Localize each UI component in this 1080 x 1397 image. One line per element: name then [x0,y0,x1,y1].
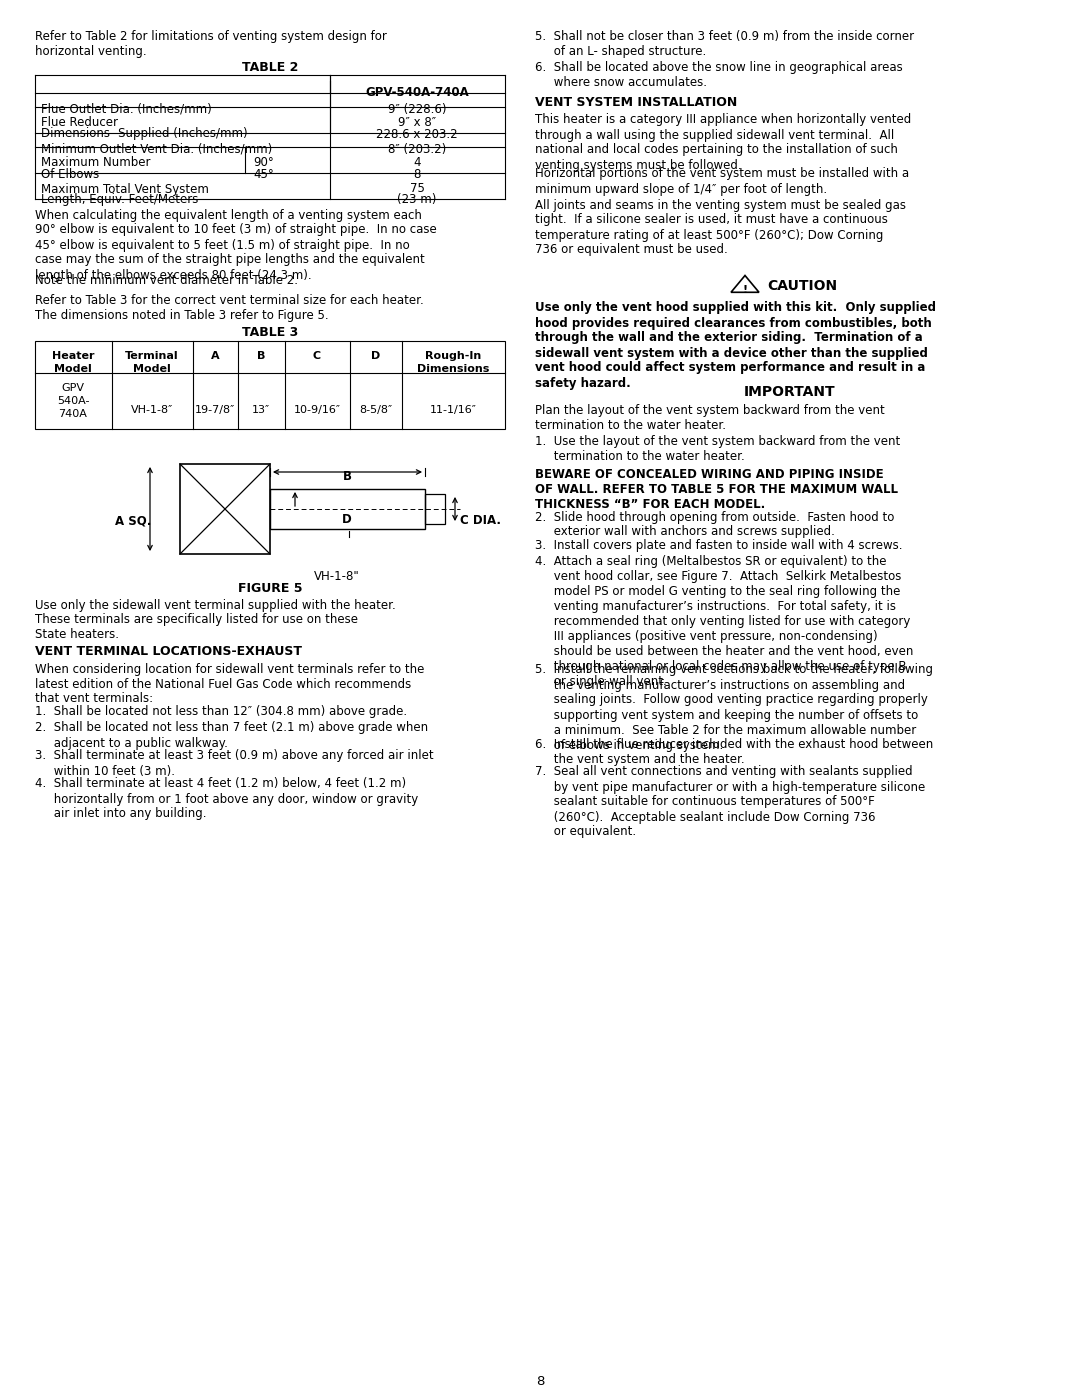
Text: GPV-540A-740A: GPV-540A-740A [365,87,469,99]
Text: Plan the layout of the vent system backward from the vent
termination to the wat: Plan the layout of the vent system backw… [535,404,885,432]
Text: Rough-In: Rough-In [424,351,481,360]
Text: Maximum Total Vent System: Maximum Total Vent System [41,183,208,196]
Text: Flue Outlet Dia. (Inches/mm): Flue Outlet Dia. (Inches/mm) [41,102,212,116]
Text: 75: 75 [409,183,424,196]
Text: Dimensions -Supplied (Inches/mm): Dimensions -Supplied (Inches/mm) [41,127,247,141]
Text: 1.  Shall be located not less than 12″ (304.8 mm) above grade.: 1. Shall be located not less than 12″ (3… [35,705,407,718]
Text: 5.  Install the remaining vent sections back to the heater, following
     the v: 5. Install the remaining vent sections b… [535,664,933,752]
Text: This heater is a category III appliance when horizontally vented
through a wall : This heater is a category III appliance … [535,113,912,172]
Bar [180,464,270,555]
Text: VENT TERMINAL LOCATIONS-EXHAUST: VENT TERMINAL LOCATIONS-EXHAUST [35,645,302,658]
Text: 3.  Install covers plate and fasten to inside wall with 4 screws.: 3. Install covers plate and fasten to in… [535,538,903,552]
Text: 540A-: 540A- [57,395,90,407]
Text: 4.  Attach a seal ring (Meltalbestos SR or equivalent) to the
     vent hood col: 4. Attach a seal ring (Meltalbestos SR o… [535,555,914,687]
Text: Model: Model [133,365,171,374]
Text: 8-5/8″: 8-5/8″ [360,405,392,415]
Text: FIGURE 5: FIGURE 5 [238,583,302,595]
Text: A SQ.: A SQ. [114,514,151,527]
Bar [35,341,505,429]
Text: 3.  Shall terminate at least 3 feet (0.9 m) above any forced air inlet
     with: 3. Shall terminate at least 3 feet (0.9 … [35,750,434,778]
Text: Dimensions: Dimensions [417,365,489,374]
Text: Flue Reducer: Flue Reducer [41,116,118,130]
Text: B: B [257,351,266,360]
Text: 13″: 13″ [252,405,270,415]
Text: Minimum Outlet Vent Dia. (Inches/mm): Minimum Outlet Vent Dia. (Inches/mm) [41,142,272,155]
Text: 2.  Slide hood through opening from outside.  Fasten hood to
     exterior wall : 2. Slide hood through opening from outsi… [535,510,894,538]
Text: (23 m): (23 m) [397,194,436,207]
Bar [426,495,445,524]
Text: Heater: Heater [52,351,94,360]
Text: C DIA.: C DIA. [460,514,501,527]
Text: 9″ (228.6): 9″ (228.6) [388,102,446,116]
Text: BEWARE OF CONCEALED WIRING AND PIPING INSIDE
OF WALL. REFER TO TABLE 5 FOR THE M: BEWARE OF CONCEALED WIRING AND PIPING IN… [535,468,897,511]
Text: D: D [372,351,380,360]
Text: 9″ x 8″: 9″ x 8″ [397,116,436,130]
Text: 90°: 90° [253,156,273,169]
Text: GPV: GPV [62,383,84,393]
Text: 740A: 740A [58,409,87,419]
Text: Model: Model [54,365,92,374]
Text: C: C [313,351,321,360]
Text: 7.  Seal all vent connections and venting with sealants supplied
     by vent pi: 7. Seal all vent connections and venting… [535,766,926,838]
Text: 4.  Shall terminate at least 4 feet (1.2 m) below, 4 feet (1.2 m)
     horizonta: 4. Shall terminate at least 4 feet (1.2 … [35,778,418,820]
Text: 2.  Shall be located not less than 7 feet (2.1 m) above grade when
     adjacent: 2. Shall be located not less than 7 feet… [35,721,428,750]
Text: Note the minimum vent diameter in Table 2.: Note the minimum vent diameter in Table … [35,274,298,286]
Text: All joints and seams in the venting system must be sealed gas
tight.  If a silic: All joints and seams in the venting syst… [535,198,906,257]
Text: TABLE 2: TABLE 2 [242,61,298,74]
Text: TABLE 3: TABLE 3 [242,327,298,339]
Text: 11-1/16″: 11-1/16″ [430,405,476,415]
Text: 45°: 45° [253,168,273,180]
Text: 19-7/8″: 19-7/8″ [194,405,235,415]
Text: Length, Equiv. Feet/Meters: Length, Equiv. Feet/Meters [41,194,199,207]
Text: Use only the vent hood supplied with this kit.  Only supplied
hood provides requ: Use only the vent hood supplied with thi… [535,302,936,390]
Text: CAUTION: CAUTION [767,278,837,292]
Text: Maximum Number: Maximum Number [41,156,150,169]
Text: 8″ (203.2): 8″ (203.2) [388,142,446,155]
Text: VH-1-8": VH-1-8" [314,570,360,583]
Text: Horizontal portions of the vent system must be installed with a
minimum upward s: Horizontal portions of the vent system m… [535,168,909,196]
Text: Use only the sidewall vent terminal supplied with the heater.
These terminals ar: Use only the sidewall vent terminal supp… [35,598,395,641]
Text: 1.  Use the layout of the vent system backward from the vent
     termination to: 1. Use the layout of the vent system bac… [535,434,901,462]
Text: 4: 4 [414,156,421,169]
Text: Refer to Table 3 for the correct vent terminal size for each heater.
The dimensi: Refer to Table 3 for the correct vent te… [35,293,423,321]
Text: A: A [211,351,219,360]
Text: 6.  Shall be located above the snow line in geographical areas
     where snow a: 6. Shall be located above the snow line … [535,61,903,89]
Text: B: B [342,469,351,483]
Text: Refer to Table 2 for limitations of venting system design for
horizontal venting: Refer to Table 2 for limitations of vent… [35,29,387,59]
Text: IMPORTANT: IMPORTANT [744,384,836,398]
Text: D: D [342,513,352,527]
Text: 8: 8 [414,168,421,180]
Text: Of Elbows: Of Elbows [41,168,99,180]
Text: VENT SYSTEM INSTALLATION: VENT SYSTEM INSTALLATION [535,96,738,109]
Text: When considering location for sidewall vent terminals refer to the
latest editio: When considering location for sidewall v… [35,662,424,705]
Text: 8: 8 [536,1375,544,1389]
Text: 6.  Install the flue reducer included with the exhaust hood between
     the ven: 6. Install the flue reducer included wit… [535,738,933,766]
Text: 228.6 x 203.2: 228.6 x 203.2 [376,127,458,141]
Text: 10-9/16″: 10-9/16″ [294,405,340,415]
Text: Terminal: Terminal [125,351,179,360]
Text: When calculating the equivalent length of a venting system each
90° elbow is equ: When calculating the equivalent length o… [35,208,436,282]
Text: VH-1-8″: VH-1-8″ [131,405,173,415]
Text: 5.  Shall not be closer than 3 feet (0.9 m) from the inside corner
     of an L-: 5. Shall not be closer than 3 feet (0.9 … [535,29,914,59]
Bar [270,489,426,529]
Text: !: ! [742,285,747,295]
